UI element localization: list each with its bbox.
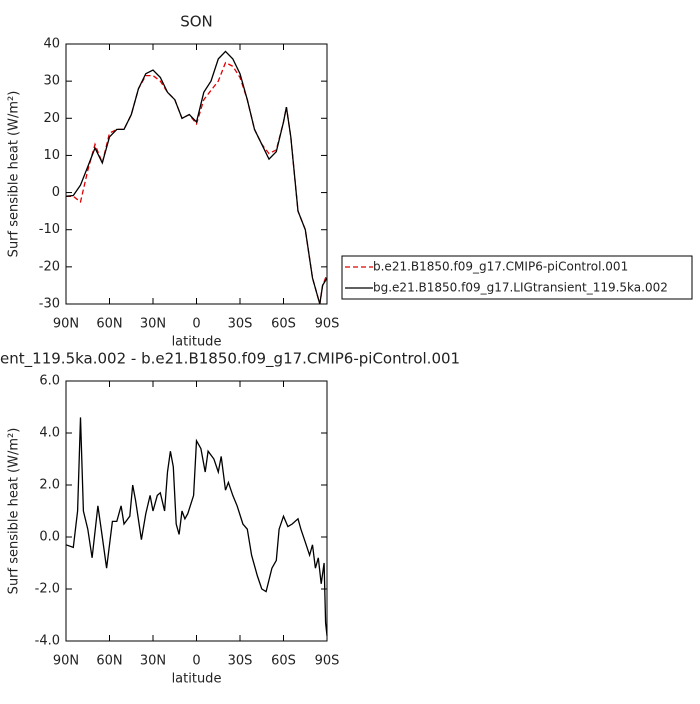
data-line [66, 61, 328, 305]
y-tick-label: -30 [39, 297, 60, 312]
x-tick-label: 30S [228, 317, 253, 332]
y-tick-label: -20 [39, 259, 60, 274]
x-tick-label: 90S [315, 317, 340, 332]
x-axis-label: latitude [172, 335, 222, 350]
y-tick-label: 30 [43, 74, 60, 89]
x-tick-label: 60S [271, 654, 296, 669]
legend-label: bg.e21.B1850.f09_g17.LIGtransient_119.5k… [373, 281, 668, 295]
y-axis-label: Surf sensible heat (W/m²) [7, 428, 22, 595]
x-tick-label: 0 [192, 317, 200, 332]
data-line [65, 50, 328, 305]
y-tick-label: 40 [43, 37, 60, 52]
x-axis-label: latitude [172, 672, 222, 687]
y-axis-label: Surf sensible heat (W/m²) [7, 91, 22, 258]
y-tick-label: -2.0 [35, 582, 60, 597]
y-tick-label: 20 [43, 111, 60, 126]
y-tick-label: 10 [43, 148, 60, 163]
data-line [65, 417, 328, 636]
y-tick-label: 0 [52, 185, 60, 200]
x-tick-label: 0 [192, 654, 200, 669]
y-tick-label: -4.0 [35, 634, 60, 649]
chart-title: SON [180, 13, 213, 31]
y-tick-label: 2.0 [39, 478, 60, 493]
legend-label: b.e21.B1850.f09_g17.CMIP6-piControl.001 [373, 260, 628, 274]
legend-box [341, 255, 693, 300]
x-tick-label: 30S [228, 654, 253, 669]
x-tick-label: 60S [271, 317, 296, 332]
x-tick-label: 90N [53, 317, 79, 332]
x-tick-label: 30N [140, 317, 166, 332]
x-tick-label: 60N [96, 317, 122, 332]
x-tick-label: 30N [140, 654, 166, 669]
x-tick-label: 90N [53, 654, 79, 669]
chart-title: LIGtransient_119.5ka.002 - b.e21.B1850.f… [0, 350, 460, 369]
y-tick-label: 4.0 [39, 426, 60, 441]
plot-frame [65, 43, 328, 305]
plot-frame [65, 380, 328, 642]
y-tick-label: 6.0 [39, 374, 60, 389]
y-tick-label: 0.0 [39, 530, 60, 545]
x-tick-label: 90S [315, 654, 340, 669]
y-tick-label: -10 [39, 222, 60, 237]
x-tick-label: 60N [96, 654, 122, 669]
